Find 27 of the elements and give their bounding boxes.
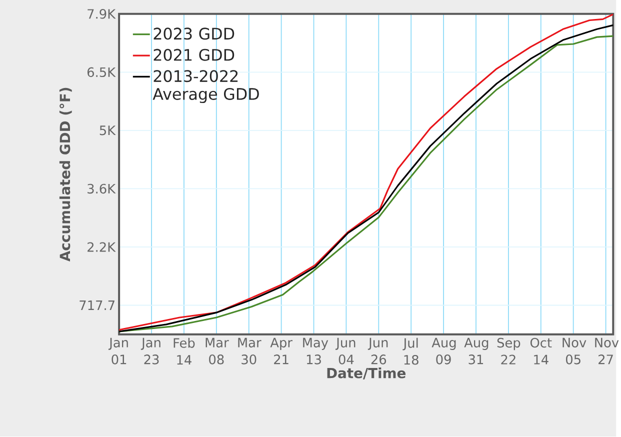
x-tick-label: Jan 01	[108, 338, 128, 365]
y-tick-label: 5K	[100, 126, 116, 136]
x-tick-label: Mar 08	[206, 338, 229, 365]
legend-label: 2023 GDD	[154, 28, 234, 40]
x-tick-label: Nov 05	[562, 338, 586, 365]
x-tick-label: Sep 22	[497, 338, 520, 365]
x-tick-label: Jun 04	[335, 338, 356, 365]
x-tick-label: Jun 26	[368, 338, 388, 365]
x-axis-title: Date/Time	[327, 368, 406, 380]
x-tick-label: Feb 14	[174, 338, 195, 365]
x-tick-label: Jan 23	[140, 338, 160, 365]
x-tick-label: Apr 21	[270, 338, 292, 364]
x-tick-label: May 13	[303, 338, 328, 365]
y-tick-label: 6.5K	[87, 68, 116, 78]
y-axis-title: Accumulated GDD (°F)	[59, 88, 72, 262]
y-tick-label: 2.2K	[88, 242, 116, 252]
x-tick-label: Jul 18	[402, 338, 418, 365]
legend-label: 2013-2022 Average GDD	[152, 70, 259, 104]
x-tick-label: Oct 14	[530, 338, 552, 365]
x-tick-label: Nov 27	[595, 338, 619, 364]
x-tick-label: Mar 30	[238, 338, 262, 365]
y-tick-label: 717.7	[80, 300, 114, 310]
x-tick-label: Aug 31	[464, 338, 488, 365]
x-tick-label: Aug 09	[432, 338, 456, 365]
legend-label: 2021 GDD	[154, 49, 234, 62]
y-tick-label: 3.6K	[88, 184, 116, 194]
y-tick-label: 7.9K	[88, 9, 116, 19]
